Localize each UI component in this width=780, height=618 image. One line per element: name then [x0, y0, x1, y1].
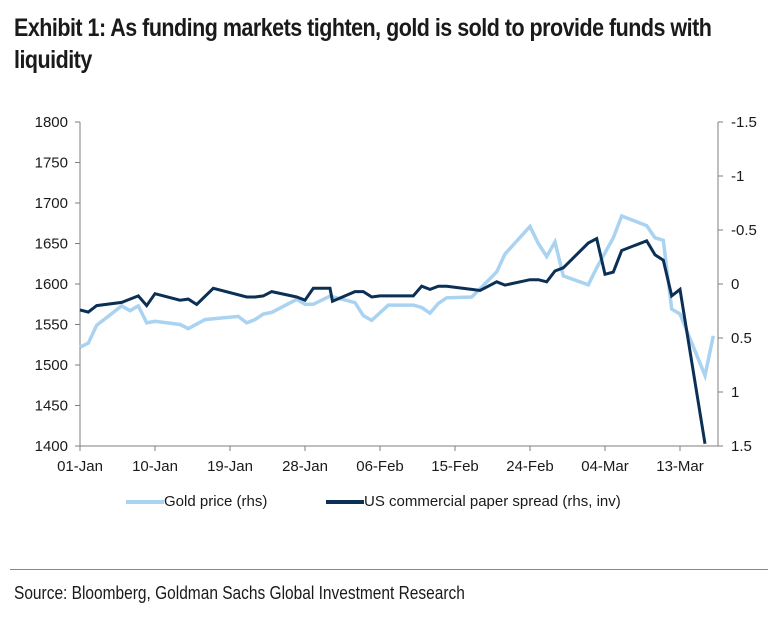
- legend: Gold price (rhs) US commercial paper spr…: [0, 493, 780, 515]
- legend-label-cp-spread: US commercial paper spread (rhs, inv): [364, 493, 621, 510]
- x-axis-tick-label: 19-Jan: [207, 458, 253, 475]
- left-axis-tick-label: 1450: [35, 398, 68, 415]
- right-axis-tick-label: 1: [731, 384, 739, 401]
- x-axis-tick-label: 06-Feb: [356, 458, 404, 475]
- x-axis-tick-label: 24-Feb: [506, 458, 554, 475]
- legend-label-gold: Gold price (rhs): [164, 493, 268, 510]
- axes: 1800 1750 1700 1650 1600 1550 1500 1450 1400 -1.5…: [35, 114, 757, 475]
- right-axis-tick-label: -1: [731, 168, 744, 185]
- cp-spread-line: [79, 236, 707, 445]
- left-axis-tick-label: 1750: [35, 155, 68, 172]
- chart-title: Exhibit 1: As funding markets tighten, g…: [14, 14, 712, 74]
- right-axis-tick-label: -0.5: [731, 222, 757, 239]
- x-axis-tick-label: 13-Mar: [656, 458, 704, 475]
- legend-swatch-cp-spread: [326, 499, 364, 504]
- left-axis-tick-label: 1500: [35, 357, 68, 374]
- footer-divider: [10, 569, 768, 570]
- left-axis-tick-label: 1550: [35, 317, 68, 334]
- x-axis-tick-label: 01-Jan: [57, 458, 103, 475]
- legend-item-gold: Gold price (rhs): [126, 493, 267, 510]
- left-axis-tick-label: 1650: [35, 236, 68, 253]
- right-axis-tick-label: 0.5: [731, 330, 752, 347]
- gold-price-line: [79, 213, 716, 382]
- right-axis-tick-label: 0: [731, 276, 739, 293]
- x-axis-tick-label: 10-Jan: [132, 458, 178, 475]
- legend-item-cp-spread: US commercial paper spread (rhs, inv): [326, 493, 621, 510]
- left-axis-tick-label: 1700: [35, 195, 68, 212]
- left-axis-tick-label: 1400: [35, 438, 68, 455]
- left-axis-tick-label: 1600: [35, 276, 68, 293]
- left-axis-tick-label: 1800: [35, 114, 68, 131]
- legend-swatch-gold: [126, 499, 164, 504]
- series-lines: [79, 213, 716, 445]
- x-axis-tick-label: 15-Feb: [431, 458, 479, 475]
- source-note: Source: Bloomberg, Goldman Sachs Global …: [14, 583, 465, 603]
- x-axis-tick-label: 28-Jan: [282, 458, 328, 475]
- x-axis-tick-label: 04-Mar: [581, 458, 629, 475]
- right-axis-tick-label: -1.5: [731, 114, 757, 131]
- right-axis-tick-label: 1.5: [731, 438, 752, 455]
